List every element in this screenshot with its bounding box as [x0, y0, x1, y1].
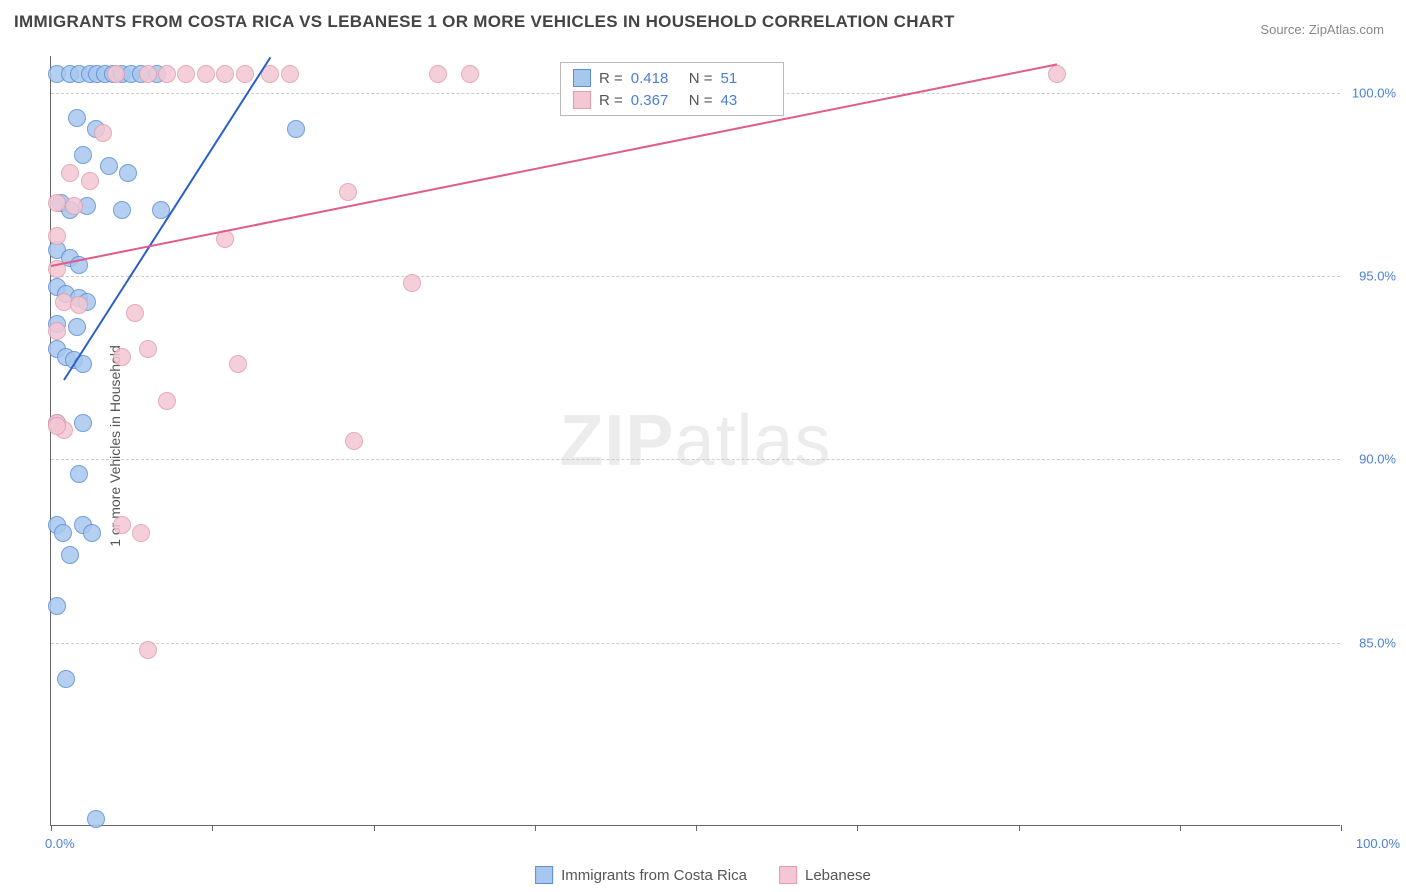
x-tick-end: 100.0% [1356, 836, 1400, 851]
n-value: 43 [721, 92, 771, 109]
y-tick-label: 90.0% [1346, 452, 1396, 467]
data-point [345, 432, 363, 450]
x-tick-origin: 0.0% [45, 836, 75, 851]
x-tick-mark [1180, 825, 1181, 831]
x-tick-mark [535, 825, 536, 831]
data-point [94, 124, 112, 142]
chart-title: IMMIGRANTS FROM COSTA RICA VS LEBANESE 1… [14, 12, 955, 32]
data-point [48, 227, 66, 245]
data-point [74, 414, 92, 432]
gridline [51, 276, 1340, 277]
legend-swatch [573, 91, 591, 109]
data-point [48, 417, 66, 435]
legend-swatch [535, 866, 553, 884]
source-label: Source: [1260, 22, 1305, 37]
data-point [48, 322, 66, 340]
watermark-zip: ZIP [559, 401, 674, 481]
n-label: N = [689, 70, 713, 87]
data-point [113, 348, 131, 366]
trend-line [63, 56, 271, 380]
data-point [339, 183, 357, 201]
data-point [113, 201, 131, 219]
data-point [100, 157, 118, 175]
gridline [51, 459, 1340, 460]
data-point [113, 516, 131, 534]
data-point [132, 524, 150, 542]
data-point [216, 65, 234, 83]
x-tick-mark [51, 825, 52, 831]
data-point [61, 164, 79, 182]
x-tick-mark [212, 825, 213, 831]
plot-area: ZIPatlas 85.0%90.0%95.0%100.0%0.0%100.0% [50, 56, 1340, 826]
data-point [68, 109, 86, 127]
data-point [119, 164, 137, 182]
data-point [461, 65, 479, 83]
data-point [61, 546, 79, 564]
data-point [68, 318, 86, 336]
data-point [281, 65, 299, 83]
x-tick-mark [374, 825, 375, 831]
r-label: R = [599, 70, 623, 87]
r-value: 0.367 [631, 92, 681, 109]
legend-bottom: Immigrants from Costa Rica Lebanese [535, 866, 871, 884]
data-point [158, 392, 176, 410]
correlation-legend: R = 0.418 N = 51 R = 0.367 N = 43 [560, 62, 784, 116]
data-point [48, 597, 66, 615]
y-tick-label: 95.0% [1346, 269, 1396, 284]
n-value: 51 [721, 70, 771, 87]
x-tick-mark [1019, 825, 1020, 831]
r-value: 0.418 [631, 70, 681, 87]
x-tick-mark [1341, 825, 1342, 831]
x-tick-mark [696, 825, 697, 831]
x-tick-mark [857, 825, 858, 831]
legend-label: Lebanese [805, 867, 871, 884]
data-point [403, 274, 421, 292]
legend-swatch [779, 866, 797, 884]
r-label: R = [599, 92, 623, 109]
data-point [158, 65, 176, 83]
watermark-atlas: atlas [674, 401, 831, 481]
source-name: ZipAtlas.com [1309, 22, 1384, 37]
source-attribution: Source: ZipAtlas.com [1260, 22, 1384, 37]
data-point [126, 304, 144, 322]
data-point [229, 355, 247, 373]
n-label: N = [689, 92, 713, 109]
data-point [70, 465, 88, 483]
data-point [81, 172, 99, 190]
legend-item: Immigrants from Costa Rica [535, 866, 747, 884]
correlation-legend-row: R = 0.418 N = 51 [561, 67, 783, 89]
data-point [197, 65, 215, 83]
data-point [57, 670, 75, 688]
watermark: ZIPatlas [559, 400, 831, 482]
data-point [177, 65, 195, 83]
y-tick-label: 100.0% [1346, 85, 1396, 100]
data-point [87, 810, 105, 828]
y-tick-label: 85.0% [1346, 635, 1396, 650]
data-point [65, 197, 83, 215]
correlation-legend-row: R = 0.367 N = 43 [561, 89, 783, 111]
data-point [107, 65, 125, 83]
gridline [51, 643, 1340, 644]
data-point [139, 641, 157, 659]
legend-swatch [573, 69, 591, 87]
legend-item: Lebanese [779, 866, 871, 884]
data-point [139, 65, 157, 83]
data-point [287, 120, 305, 138]
data-point [70, 296, 88, 314]
data-point [429, 65, 447, 83]
data-point [48, 194, 66, 212]
data-point [54, 524, 72, 542]
data-point [83, 524, 101, 542]
data-point [236, 65, 254, 83]
data-point [139, 340, 157, 358]
data-point [1048, 65, 1066, 83]
data-point [74, 146, 92, 164]
legend-label: Immigrants from Costa Rica [561, 867, 747, 884]
